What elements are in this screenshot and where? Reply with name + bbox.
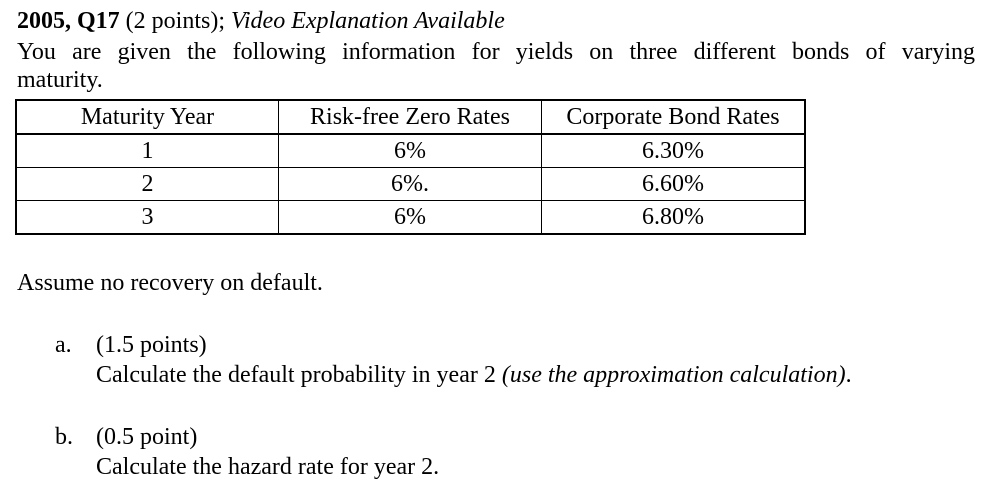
video-explanation-note: Video Explanation Available xyxy=(231,8,505,34)
intro-line-1: You are given the following information … xyxy=(17,39,975,65)
question-points: (2 points); xyxy=(119,8,231,34)
recovery-note: Assume no recovery on default. xyxy=(17,270,323,296)
column-header: Corporate Bond Rates xyxy=(541,100,805,135)
part-b-text: Calculate the hazard rate for year 2. xyxy=(96,454,440,480)
table-cell: 6%. xyxy=(278,167,542,201)
part-a-suffix: . xyxy=(845,362,852,388)
table-row: 2 6%. 6.60% xyxy=(16,167,805,201)
table-cell: 6.30% xyxy=(541,133,805,168)
part-b-points: (0.5 point) xyxy=(96,424,198,450)
question-header: 2005, Q17 (2 points); Video Explanation … xyxy=(17,7,505,35)
part-a-emphasis: (use the approximation calculation) xyxy=(501,362,846,388)
part-a-text: Calculate the default probability in yea… xyxy=(96,362,502,388)
part-a-marker: a. xyxy=(55,332,72,358)
table-cell: 6.80% xyxy=(541,200,805,234)
table-header-row: Maturity Year Risk-free Zero Rates Corpo… xyxy=(16,100,805,135)
column-header: Risk-free Zero Rates xyxy=(278,100,542,135)
yields-table: Maturity Year Risk-free Zero Rates Corpo… xyxy=(15,99,806,235)
table-cell: 2 xyxy=(16,167,279,201)
table-cell: 3 xyxy=(16,200,279,234)
table-row: 3 6% 6.80% xyxy=(16,200,805,234)
intro-line-2: maturity. xyxy=(17,67,103,93)
part-b-marker: b. xyxy=(55,424,73,450)
table-cell: 1 xyxy=(16,133,279,168)
table-cell: 6% xyxy=(278,133,542,168)
part-a-text-wrap: Calculate the default probability in yea… xyxy=(96,361,852,389)
question-id: 2005, Q17 xyxy=(17,8,120,34)
part-a-points: (1.5 points) xyxy=(96,332,207,358)
column-header: Maturity Year xyxy=(16,100,279,135)
table-row: 1 6% 6.30% xyxy=(16,133,805,168)
table-cell: 6% xyxy=(278,200,542,234)
table-cell: 6.60% xyxy=(541,167,805,201)
